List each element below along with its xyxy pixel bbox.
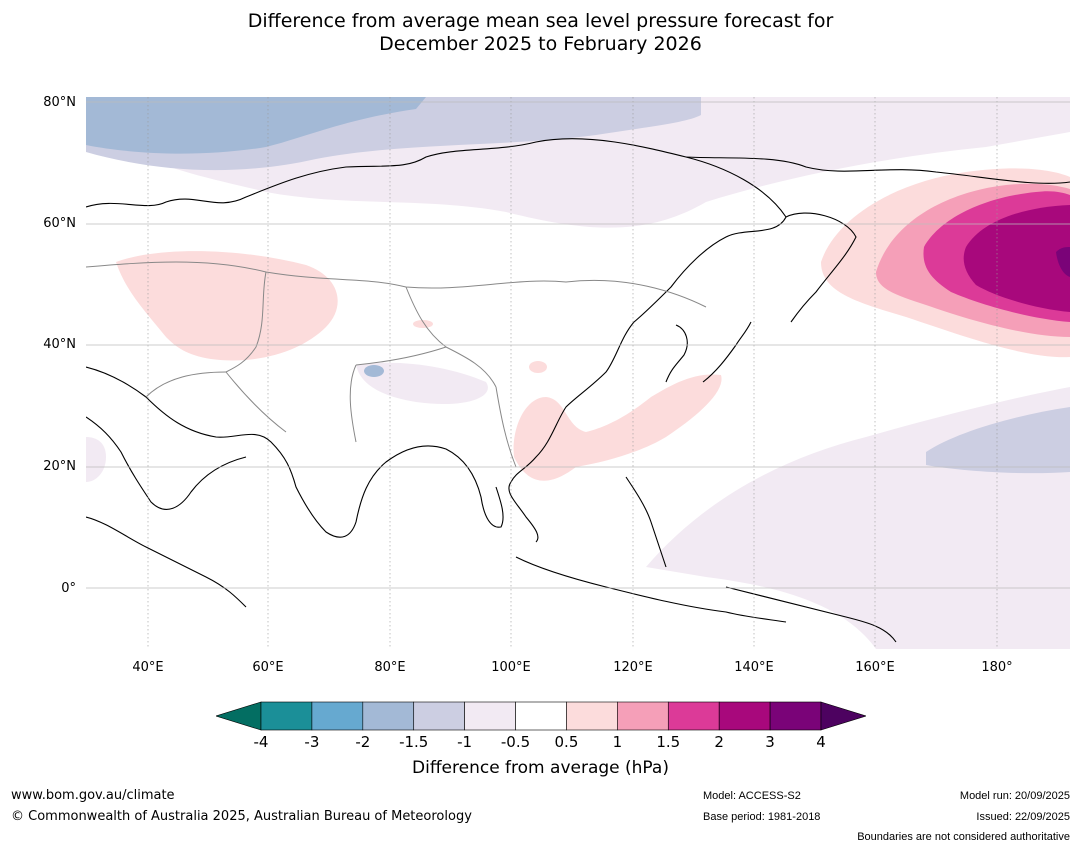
colorbar-label: Difference from average (hPa) xyxy=(412,758,669,778)
country-borders xyxy=(86,261,707,468)
colorbar-tick-label: -2 xyxy=(355,733,371,751)
anomaly-pos-small xyxy=(529,361,547,373)
footer-disclaimer: Boundaries are not considered authoritat… xyxy=(857,831,1070,843)
colorbar-extend-high xyxy=(820,701,868,731)
colorbar-tick-label: 4 xyxy=(816,733,826,751)
colorbar-tick-label: -3 xyxy=(304,733,320,751)
anomaly-neg-africa xyxy=(86,437,106,482)
anomaly-pos-central-asia xyxy=(116,251,338,361)
colorbar-box xyxy=(718,701,771,731)
colorbar-tick-label: 1 xyxy=(612,733,623,751)
anomaly-neg-tibet xyxy=(356,362,488,405)
colorbar-box xyxy=(566,701,618,731)
footer-model-run: Model run: 20/09/2025 xyxy=(959,790,1070,802)
anomaly-pos-lake xyxy=(413,320,433,328)
footer-model: Model: ACCESS-S2 xyxy=(703,790,801,802)
meridians xyxy=(147,97,998,649)
colorbar xyxy=(214,700,868,732)
footer-website[interactable]: www.bom.gov.au/climate xyxy=(11,788,175,803)
colorbar-tick-label: 3 xyxy=(765,733,775,751)
lat-label-40n: 40°N xyxy=(43,337,76,352)
colorbar-box xyxy=(617,701,669,731)
lat-label-20n: 20°N xyxy=(43,459,76,474)
map-panel xyxy=(86,97,1070,649)
lon-label-140e: 140°E xyxy=(734,660,774,675)
footer-issued: Issued: 22/09/2025 xyxy=(976,811,1070,823)
colorbar-tick-label: -4 xyxy=(253,733,269,751)
lon-label-180: 180° xyxy=(981,660,1013,675)
colorbar-tick-label: -1.5 xyxy=(399,733,429,751)
lat-label-80n: 80°N xyxy=(43,95,76,110)
colorbar-extend-low xyxy=(214,701,262,731)
pressure-anomaly-map xyxy=(86,97,1070,649)
colorbar-box xyxy=(362,701,415,731)
anomaly-pos-aleutian-peak xyxy=(1056,247,1070,277)
colorbar-tick-label: 2 xyxy=(714,733,724,751)
colorbar-tick-label: 1.5 xyxy=(656,733,681,751)
chart-title: Difference from average mean sea level p… xyxy=(0,10,1081,56)
colorbar-box xyxy=(515,701,567,731)
coastlines xyxy=(86,138,1070,643)
title-line-2: December 2025 to February 2026 xyxy=(379,33,702,55)
anomaly-neg-arctic-strong xyxy=(86,97,426,154)
colorbar-graphic xyxy=(214,701,868,731)
colorbar-box xyxy=(464,701,516,731)
anomaly-pos-china xyxy=(513,374,722,481)
colorbar-box xyxy=(311,701,364,731)
colorbar-tick-label: 0.5 xyxy=(554,733,579,751)
colorbar-box xyxy=(413,701,465,731)
colorbar-box xyxy=(260,701,313,731)
lat-label-0: 0° xyxy=(61,581,76,596)
lon-label-120e: 120°E xyxy=(613,660,653,675)
lon-label-100e: 100°E xyxy=(491,660,531,675)
title-line-1: Difference from average mean sea level p… xyxy=(247,10,834,32)
lon-label-60e: 60°E xyxy=(252,660,284,675)
anomaly-pos-aleutian-core xyxy=(963,205,1070,312)
colorbar-box xyxy=(769,701,822,731)
colorbar-tick-label: -0.5 xyxy=(500,733,531,751)
lon-label-160e: 160°E xyxy=(855,660,895,675)
footer-copyright: © Commonwealth of Australia 2025, Austra… xyxy=(11,809,472,824)
colorbar-tick-label: -1 xyxy=(457,733,473,751)
lon-label-40e: 40°E xyxy=(132,660,164,675)
anomaly-neg-pacific-mid xyxy=(926,407,1070,474)
anomaly-neg-himalaya xyxy=(364,365,384,377)
footer-base-period: Base period: 1981-2018 xyxy=(703,811,821,823)
parallels xyxy=(86,101,1070,589)
lat-label-60n: 60°N xyxy=(43,216,76,231)
lon-label-80e: 80°E xyxy=(374,660,406,675)
colorbar-box xyxy=(667,701,720,731)
